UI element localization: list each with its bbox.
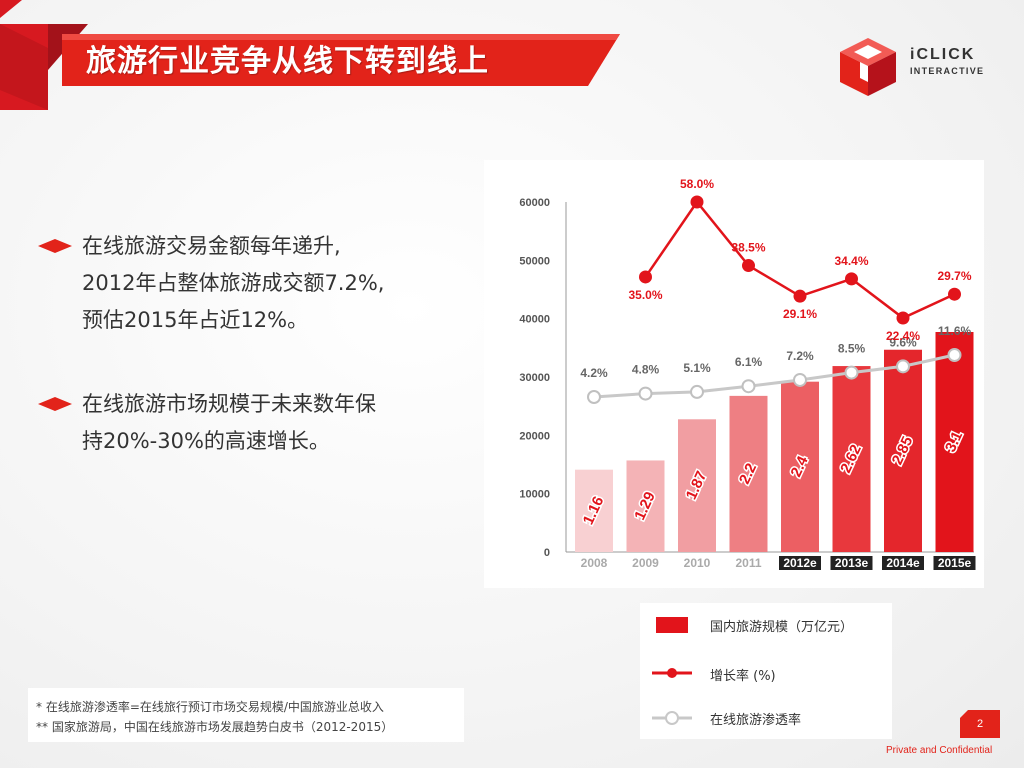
y-tick-label: 50000	[519, 255, 550, 267]
bar	[781, 381, 819, 552]
penetration-point	[896, 359, 910, 374]
growth-point	[896, 311, 910, 325]
footnote-1: * 在线旅游渗透率=在线旅行预订市场交易规模/中国旅游业总收入	[36, 700, 384, 714]
penetration-label: 8.5%	[838, 342, 866, 356]
bullet-line: 预估2015年占近12%。	[82, 308, 309, 332]
y-tick-label: 40000	[519, 314, 550, 326]
penetration-point	[587, 390, 601, 404]
x-tick-label: 2008	[581, 556, 608, 570]
red-dot-line-icon	[652, 668, 692, 678]
logo-text: iCLICK	[910, 46, 976, 63]
footnote-2: ** 国家旅游局，中国在线旅游市场发展趋势白皮书（2012-2015）	[36, 720, 394, 734]
growth-label: 29.7%	[937, 269, 971, 283]
bullet-2: 在线旅游市场规模于未来数年保 持20%-30%的高速增长。	[38, 386, 478, 460]
bullet-1: 在线旅游交易金额每年递升, 2012年占整体旅游成交额7.2%, 预估2015年…	[38, 228, 478, 339]
penetration-label: 9.6%	[889, 335, 917, 349]
page-number-badge-icon	[960, 710, 1000, 738]
bullet-line: 持20%-30%的高速增长。	[82, 429, 330, 453]
penetration-line	[593, 353, 955, 399]
title-banner	[0, 0, 620, 110]
iclick-logo-icon	[840, 38, 896, 96]
penetration-label: 4.2%	[580, 366, 608, 380]
growth-label: 35.0%	[628, 288, 662, 302]
growth-label: 29.1%	[783, 307, 817, 321]
penetration-point	[638, 386, 653, 401]
page-number: 2	[977, 718, 984, 730]
growth-label: 58.0%	[680, 177, 714, 191]
penetration-point	[793, 372, 807, 387]
x-tick-label: 2009	[632, 556, 659, 570]
diamond-bullet-icon	[38, 239, 72, 253]
penetration-label: 6.1%	[735, 355, 763, 369]
growth-label: 34.4%	[834, 254, 868, 268]
penetration-point	[741, 379, 756, 394]
growth-point	[690, 195, 704, 209]
growth-point	[793, 289, 807, 303]
penetration-label: 4.8%	[632, 363, 660, 377]
y-tick-label: 10000	[519, 489, 550, 501]
bullet-line: 2012年占整体旅游成交额7.2%,	[82, 271, 385, 295]
bar	[729, 395, 768, 552]
penetration-point	[844, 365, 859, 380]
bar	[626, 460, 665, 552]
x-tick-label: 2013e	[835, 556, 869, 570]
logo-subtext: INTERACTIVE	[910, 66, 985, 76]
bar	[575, 469, 613, 552]
x-label-highlight	[779, 556, 821, 570]
penetration-label: 5.1%	[683, 361, 711, 375]
legend-label-growth-rate: 增长率 (%)	[710, 669, 776, 684]
penetration-point	[690, 384, 704, 399]
x-tick-label: 2010	[684, 556, 711, 570]
bullet-line: 在线旅游交易金额每年递升,	[82, 234, 341, 258]
legend-label-market-size: 国内旅游规模（万亿元）	[710, 620, 854, 635]
penetration-label: 11.6%	[938, 324, 972, 338]
confidential-label: Private and Confidential	[886, 745, 993, 756]
y-tick-label: 0	[544, 547, 550, 559]
y-tick-label: 20000	[519, 430, 550, 442]
legend-label-penetration: 在线旅游渗透率	[710, 713, 802, 728]
x-tick-label: 2015e	[938, 556, 972, 570]
chart-legend: 国内旅游规模（万亿元） 增长率 (%) 在线旅游渗透率	[640, 603, 892, 739]
x-label-highlight	[933, 556, 976, 570]
growth-point	[845, 272, 858, 286]
chart-panel: 60000 50000 40000 30000 20000 10000 0 1.16 1.29 1…	[484, 160, 984, 588]
x-tick-label: 2011	[735, 556, 761, 570]
diamond-bullet-icon	[38, 397, 72, 411]
x-tick-label: 2014e	[886, 556, 920, 570]
x-label-highlight	[882, 556, 924, 570]
x-label-highlight	[830, 556, 873, 570]
growth-point	[639, 270, 652, 284]
bar	[884, 349, 922, 552]
y-tick-label: 30000	[519, 372, 550, 384]
footnotes: * 在线旅游渗透率=在线旅行预订市场交易规模/中国旅游业总收入 ** 国家旅游局…	[28, 688, 464, 742]
gray-circle-line-icon	[652, 711, 692, 725]
growth-label: 22.4%	[886, 329, 920, 343]
growth-point	[948, 287, 961, 301]
penetration-point	[947, 348, 962, 362]
y-tick-label: 60000	[519, 197, 550, 209]
growth-label: 38.5%	[731, 241, 765, 255]
red-square-icon	[656, 617, 688, 633]
bar	[678, 419, 716, 552]
penetration-label: 7.2%	[786, 349, 814, 363]
x-tick-label: 2012e	[783, 556, 817, 570]
bullet-line: 在线旅游市场规模于未来数年保	[82, 392, 376, 416]
growth-point	[742, 259, 755, 273]
page-title: 旅游行业竞争从线下转到线上	[86, 44, 489, 79]
bar	[935, 332, 974, 552]
bar	[832, 366, 871, 552]
